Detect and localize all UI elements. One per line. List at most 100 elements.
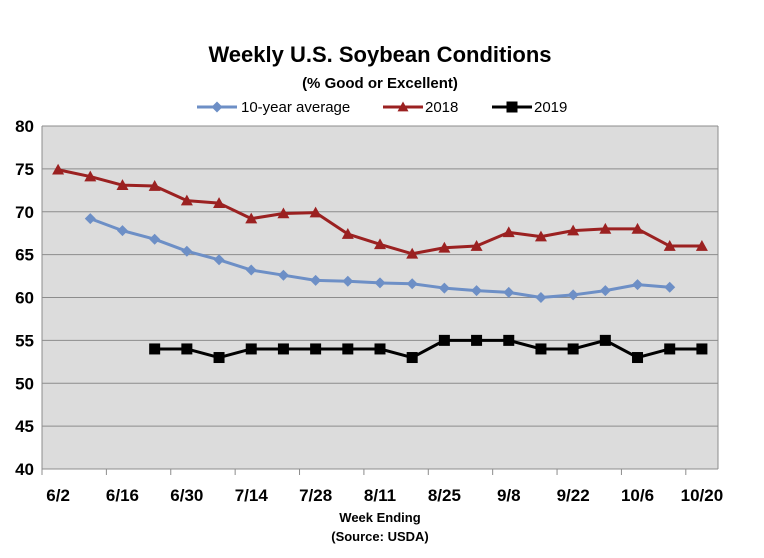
- x-axis-label: Week Ending: [339, 510, 420, 525]
- data-point-2018: [534, 230, 547, 242]
- series-2019: [149, 334, 708, 364]
- data-point-10-year-average: [535, 292, 547, 303]
- series-2018: [52, 163, 708, 259]
- data-point-10-year-average: [149, 233, 161, 245]
- data-point-10-year-average: [406, 278, 418, 290]
- x-tick-label: 10/20: [681, 486, 724, 505]
- data-point-10-year-average: [374, 277, 386, 289]
- legend-label: 10-year average: [241, 99, 350, 116]
- data-point-2019: [245, 343, 257, 355]
- x-tick-label: 9/22: [557, 486, 590, 505]
- data-point-2019: [632, 352, 644, 364]
- data-point-2018: [695, 240, 708, 251]
- data-point-2019: [374, 343, 386, 355]
- x-axis-source-note: (Source: USDA): [331, 529, 429, 544]
- y-tick-label: 60: [15, 289, 34, 308]
- data-point-2019: [213, 352, 225, 364]
- data-point-10-year-average: [599, 285, 611, 297]
- legend: 10-year average 2018 2019: [197, 99, 567, 116]
- data-point-2019: [471, 334, 483, 346]
- data-point-2018: [148, 180, 161, 191]
- data-point-2018: [116, 179, 129, 190]
- y-axis-ticks: 40 45 50 55 60 65 70 75 80: [15, 117, 34, 479]
- data-point-2019: [406, 352, 418, 364]
- data-point-2019: [277, 343, 289, 355]
- data-point-10-year-average: [213, 254, 225, 266]
- legend-item-2019: 2019: [492, 99, 567, 116]
- gridlines: [42, 125, 718, 470]
- data-point-2019: [181, 343, 193, 355]
- data-point-10-year-average: [503, 286, 515, 298]
- data-point-10-year-average: [245, 264, 257, 276]
- data-point-2019: [438, 334, 450, 346]
- x-tick-label: 7/14: [235, 486, 269, 505]
- data-point-10-year-average: [342, 275, 354, 287]
- chart-subtitle: (% Good or Excellent): [302, 75, 458, 92]
- series-layer: [52, 163, 708, 364]
- data-point-2019: [599, 334, 611, 346]
- data-point-2018: [245, 212, 258, 224]
- data-point-2018: [341, 228, 354, 239]
- data-point-2018: [567, 224, 580, 236]
- y-tick-label: 50: [15, 374, 34, 393]
- legend-label: 2019: [534, 99, 567, 116]
- data-point-2018: [599, 222, 612, 234]
- y-tick-label: 65: [15, 246, 34, 265]
- data-point-2018: [84, 170, 97, 182]
- x-tick-label: 6/30: [170, 486, 203, 505]
- y-tick-label: 45: [15, 417, 34, 436]
- x-tick-label: 9/8: [497, 486, 521, 505]
- data-point-2018: [438, 241, 451, 253]
- data-point-10-year-average: [84, 213, 96, 225]
- data-point-2019: [310, 343, 322, 355]
- legend-item-2018: 2018: [383, 99, 458, 116]
- data-point-10-year-average: [471, 285, 483, 297]
- data-point-10-year-average: [181, 245, 193, 257]
- data-point-2018: [663, 240, 676, 251]
- x-tick-label: 8/11: [364, 486, 396, 505]
- series-10-year-average: [84, 213, 676, 303]
- data-point-10-year-average: [664, 281, 676, 293]
- data-point-2018: [631, 222, 644, 234]
- y-tick-label: 80: [15, 117, 34, 136]
- data-point-10-year-average: [567, 289, 579, 301]
- data-point-10-year-average: [310, 274, 322, 286]
- x-tick-label: 8/25: [428, 486, 461, 505]
- data-point-2019: [567, 343, 579, 355]
- data-point-2018: [213, 197, 226, 208]
- data-point-2019: [342, 343, 354, 355]
- data-point-10-year-average: [438, 282, 450, 294]
- data-point-10-year-average: [632, 279, 644, 291]
- legend-marker: [397, 101, 409, 112]
- legend-item-10-year-average: 10-year average: [197, 99, 350, 116]
- legend-marker: [506, 101, 518, 113]
- x-tick-label: 6/2: [46, 486, 70, 505]
- data-point-2018: [374, 238, 386, 250]
- chart-title: Weekly U.S. Soybean Conditions: [208, 42, 551, 67]
- data-point-10-year-average: [277, 269, 289, 281]
- y-tick-label: 75: [15, 160, 34, 179]
- data-point-2018: [309, 206, 322, 218]
- data-point-2019: [503, 334, 515, 346]
- data-point-2018: [52, 163, 65, 175]
- x-tick-label: 6/16: [106, 486, 139, 505]
- data-point-2019: [696, 343, 708, 355]
- x-axis-ticks: 6/2 6/16 6/30 7/14 7/28 8/11 8/25 9/8 9/22 10/6 10…: [41, 469, 724, 505]
- data-point-2019: [535, 343, 547, 355]
- data-point-2018: [470, 240, 483, 251]
- axes: [41, 126, 719, 470]
- data-point-10-year-average: [116, 225, 128, 237]
- data-point-2018: [406, 247, 419, 259]
- data-point-2018: [277, 207, 290, 219]
- legend-marker: [211, 101, 223, 113]
- x-tick-label: 7/28: [299, 486, 332, 505]
- y-tick-label: 70: [15, 203, 34, 222]
- data-point-2019: [664, 343, 676, 355]
- y-tick-label: 55: [15, 331, 34, 350]
- legend-label: 2018: [425, 99, 458, 116]
- y-tick-label: 40: [15, 460, 34, 479]
- x-tick-label: 10/6: [621, 486, 654, 505]
- data-point-2018: [502, 226, 515, 238]
- data-point-2018: [180, 194, 193, 206]
